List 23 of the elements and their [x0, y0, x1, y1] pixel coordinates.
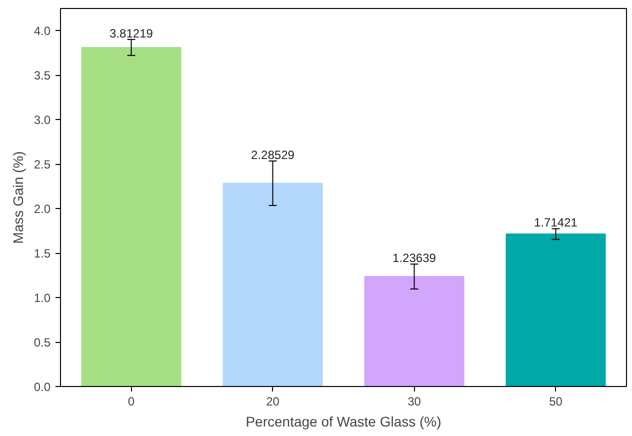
y-axis-title: Mass Gain (%) [10, 151, 26, 244]
data-label: 3.81219 [110, 26, 154, 40]
x-tick-label: 0 [128, 394, 135, 408]
bar [364, 276, 464, 386]
data-label: 1.23639 [392, 251, 436, 266]
y-tick-label: 3.0 [34, 113, 51, 128]
x-tick-label: 30 [408, 394, 422, 408]
x-tick-label: 20 [266, 394, 280, 408]
data-label: 2.28529 [251, 148, 295, 162]
bar [222, 182, 323, 386]
bar [81, 46, 182, 386]
x-tick-label: 50 [549, 394, 563, 408]
y-tick-label: 2.5 [34, 158, 51, 172]
y-tick-label: 0.5 [34, 336, 51, 350]
y-tick-label: 3.5 [34, 68, 51, 83]
y-tick-label: 1.0 [34, 291, 51, 306]
y-tick-label: 0.0 [34, 380, 51, 394]
data-label: 1.71421 [534, 216, 578, 230]
y-tick-label: 2.0 [34, 202, 51, 216]
y-tick-label: 4.0 [34, 24, 51, 38]
y-tick-label: 1.5 [34, 246, 51, 261]
bar [506, 234, 606, 386]
x-axis-title: Percentage of Waste Glass (%) [246, 414, 442, 430]
